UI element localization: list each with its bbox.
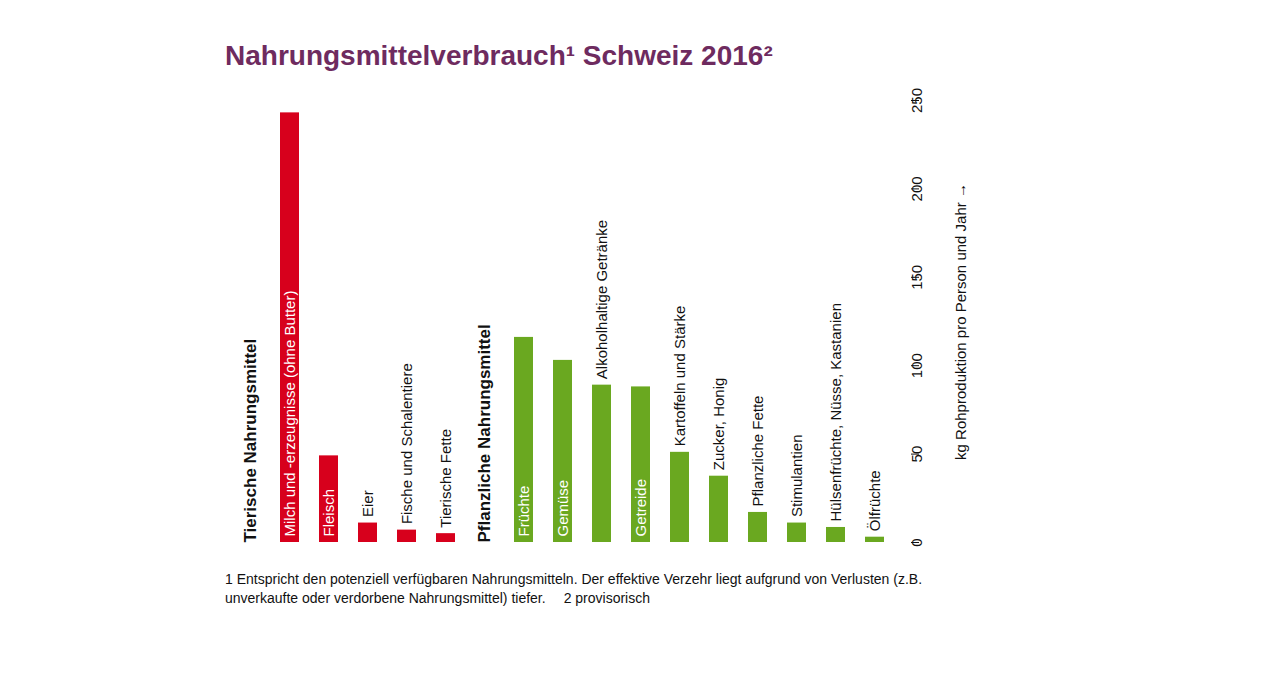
svg-text:Stimulantien: Stimulantien xyxy=(788,435,805,518)
svg-text:150: 150 xyxy=(908,265,925,290)
svg-text:Alkoholhaltige Getränke: Alkoholhaltige Getränke xyxy=(593,220,610,379)
svg-text:0: 0 xyxy=(908,538,925,546)
svg-text:Milch und -erzeugnisse (ohne B: Milch und -erzeugnisse (ohne Butter) xyxy=(281,291,298,537)
svg-text:Tierische Fette: Tierische Fette xyxy=(437,429,454,528)
html-text:1 Entspricht den potenziell ve: 1 Entspricht den potenziell verfügbaren … xyxy=(225,571,922,606)
svg-text:100: 100 xyxy=(908,353,925,378)
svg-text:Früchte: Früchte xyxy=(515,486,532,537)
svg-text:Pflanzliche Fette: Pflanzliche Fette xyxy=(749,396,766,507)
svg-text:Fische und Schalentiere: Fische und Schalentiere xyxy=(398,363,415,524)
svg-text:Getreide: Getreide xyxy=(632,479,649,537)
svg-text:kg Rohproduktion pro Person un: kg Rohproduktion pro Person und Jahr → xyxy=(952,183,969,460)
html-text:2 provisorisch: 2 provisorisch xyxy=(563,590,650,606)
svg-text:Tierische Nahrungsmittel: Tierische Nahrungsmittel xyxy=(241,339,260,543)
svg-text:Fleisch: Fleisch xyxy=(320,489,337,537)
svg-text:Hülsenfrüchte, Nüsse, Kastanie: Hülsenfrüchte, Nüsse, Kastanien xyxy=(827,303,844,521)
svg-text:Zucker, Honig: Zucker, Honig xyxy=(710,378,727,471)
svg-text:50: 50 xyxy=(908,446,925,463)
svg-text:200: 200 xyxy=(908,176,925,201)
svg-text:250: 250 xyxy=(908,88,925,113)
html-text:Nahrungsmittelverbrauch¹ Schwe: Nahrungsmittelverbrauch¹ Schweiz 2016² xyxy=(225,40,773,71)
svg-text:Gemüse: Gemüse xyxy=(554,480,571,537)
svg-text:Eier: Eier xyxy=(359,490,376,517)
svg-text:Kartoffeln und Stärke: Kartoffeln und Stärke xyxy=(671,306,688,447)
svg-text:Ölfrüchte: Ölfrüchte xyxy=(866,470,883,531)
svg-text:Pflanzliche Nahrungsmittel: Pflanzliche Nahrungsmittel xyxy=(475,324,494,542)
